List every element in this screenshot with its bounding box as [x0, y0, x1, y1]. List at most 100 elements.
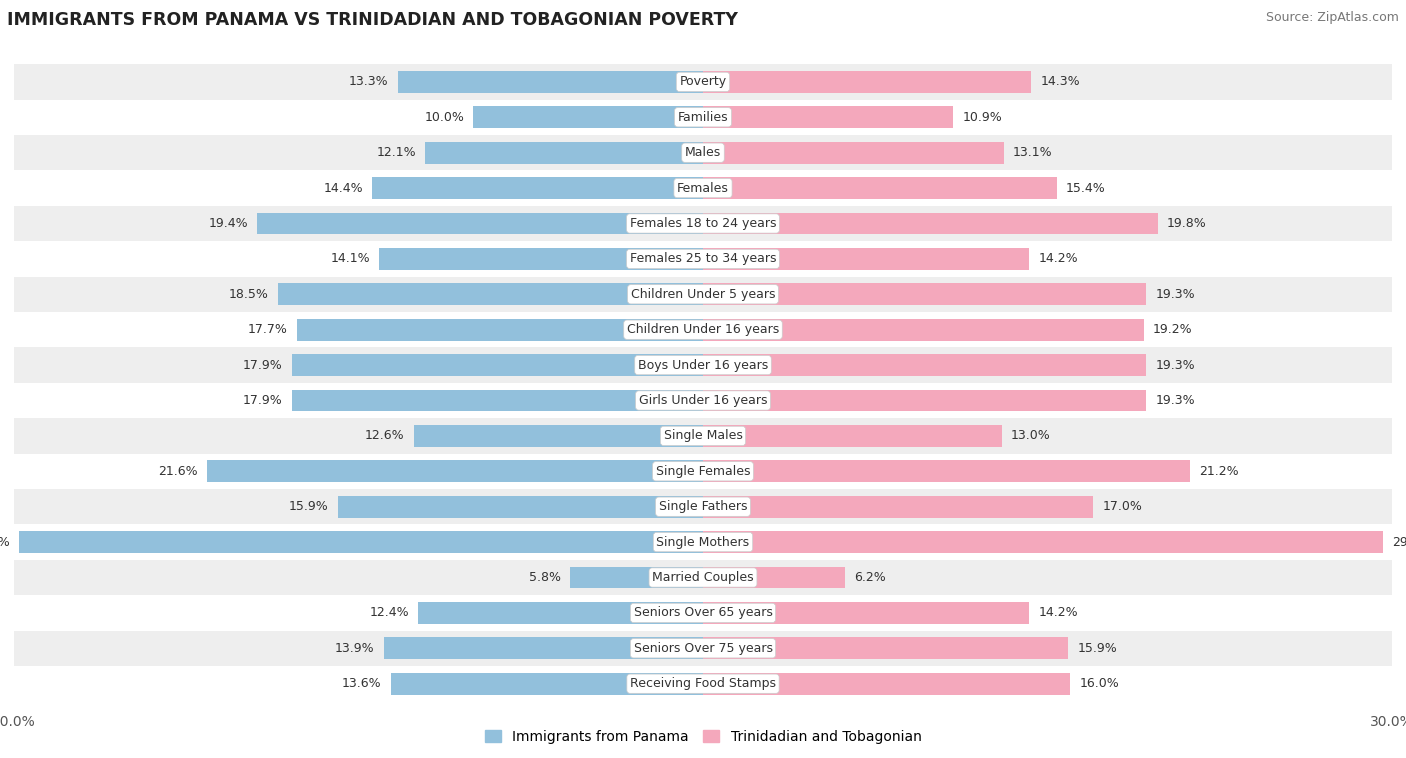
Text: Source: ZipAtlas.com: Source: ZipAtlas.com — [1265, 11, 1399, 24]
Bar — [703, 283, 1146, 305]
Text: 14.2%: 14.2% — [1038, 606, 1078, 619]
Bar — [703, 212, 1157, 234]
Text: 13.0%: 13.0% — [1011, 429, 1050, 443]
Bar — [703, 425, 1001, 447]
Bar — [703, 390, 1146, 412]
Text: Poverty: Poverty — [679, 75, 727, 89]
Text: 16.0%: 16.0% — [1080, 677, 1119, 691]
Bar — [398, 71, 703, 93]
Bar — [14, 99, 1392, 135]
Bar — [14, 241, 1392, 277]
Bar — [18, 531, 703, 553]
Text: 19.8%: 19.8% — [1167, 217, 1206, 230]
Text: 13.3%: 13.3% — [349, 75, 388, 89]
Bar — [14, 135, 1392, 171]
Text: Males: Males — [685, 146, 721, 159]
Bar — [703, 318, 1144, 340]
Text: Families: Families — [678, 111, 728, 124]
Text: Married Couples: Married Couples — [652, 571, 754, 584]
Text: Boys Under 16 years: Boys Under 16 years — [638, 359, 768, 371]
Bar — [703, 673, 1070, 694]
Text: 21.6%: 21.6% — [157, 465, 198, 478]
Bar — [703, 106, 953, 128]
Text: Children Under 16 years: Children Under 16 years — [627, 323, 779, 337]
Bar — [373, 177, 703, 199]
Bar — [14, 418, 1392, 453]
Text: 17.9%: 17.9% — [243, 359, 283, 371]
Bar — [384, 637, 703, 659]
Text: 14.1%: 14.1% — [330, 252, 370, 265]
Bar — [14, 277, 1392, 312]
Text: Females 18 to 24 years: Females 18 to 24 years — [630, 217, 776, 230]
Text: 17.7%: 17.7% — [247, 323, 287, 337]
Bar — [257, 212, 703, 234]
Text: Single Females: Single Females — [655, 465, 751, 478]
Bar — [703, 566, 845, 588]
Text: Single Mothers: Single Mothers — [657, 536, 749, 549]
Text: 14.4%: 14.4% — [323, 182, 363, 195]
Text: 12.4%: 12.4% — [370, 606, 409, 619]
Text: Seniors Over 65 years: Seniors Over 65 years — [634, 606, 772, 619]
Text: Females: Females — [678, 182, 728, 195]
Bar — [418, 602, 703, 624]
Bar — [425, 142, 703, 164]
Bar — [703, 354, 1146, 376]
Text: 15.9%: 15.9% — [1077, 642, 1118, 655]
Text: Single Males: Single Males — [664, 429, 742, 443]
Bar — [14, 560, 1392, 595]
Text: 17.9%: 17.9% — [243, 394, 283, 407]
Text: 19.3%: 19.3% — [1156, 288, 1195, 301]
Text: 19.3%: 19.3% — [1156, 359, 1195, 371]
Text: 13.6%: 13.6% — [342, 677, 381, 691]
Bar — [14, 453, 1392, 489]
Text: IMMIGRANTS FROM PANAMA VS TRINIDADIAN AND TOBAGONIAN POVERTY: IMMIGRANTS FROM PANAMA VS TRINIDADIAN AN… — [7, 11, 738, 30]
Bar — [474, 106, 703, 128]
Bar — [337, 496, 703, 518]
Text: Children Under 5 years: Children Under 5 years — [631, 288, 775, 301]
Bar — [703, 248, 1029, 270]
Bar — [14, 312, 1392, 347]
Bar — [703, 496, 1094, 518]
Bar — [14, 64, 1392, 99]
Text: 12.6%: 12.6% — [364, 429, 405, 443]
Text: 14.2%: 14.2% — [1038, 252, 1078, 265]
Text: 15.4%: 15.4% — [1066, 182, 1105, 195]
Bar — [278, 283, 703, 305]
Bar — [703, 637, 1069, 659]
Text: 29.6%: 29.6% — [1392, 536, 1406, 549]
Text: 19.2%: 19.2% — [1153, 323, 1192, 337]
Text: 17.0%: 17.0% — [1102, 500, 1143, 513]
Text: 19.3%: 19.3% — [1156, 394, 1195, 407]
Text: Receiving Food Stamps: Receiving Food Stamps — [630, 677, 776, 691]
Bar — [703, 602, 1029, 624]
Text: Girls Under 16 years: Girls Under 16 years — [638, 394, 768, 407]
Text: 21.2%: 21.2% — [1199, 465, 1239, 478]
Text: 10.9%: 10.9% — [963, 111, 1002, 124]
Text: 19.4%: 19.4% — [208, 217, 249, 230]
Bar — [292, 354, 703, 376]
Bar — [413, 425, 703, 447]
Bar — [703, 177, 1057, 199]
Text: 18.5%: 18.5% — [229, 288, 269, 301]
Bar — [14, 631, 1392, 666]
Text: 5.8%: 5.8% — [529, 571, 561, 584]
Text: 13.9%: 13.9% — [335, 642, 374, 655]
Bar — [292, 390, 703, 412]
Bar — [297, 318, 703, 340]
Text: 15.9%: 15.9% — [288, 500, 329, 513]
Bar — [14, 525, 1392, 560]
Text: 10.0%: 10.0% — [425, 111, 464, 124]
Bar — [14, 171, 1392, 205]
Bar — [703, 531, 1382, 553]
Bar — [391, 673, 703, 694]
Text: Females 25 to 34 years: Females 25 to 34 years — [630, 252, 776, 265]
Text: 14.3%: 14.3% — [1040, 75, 1080, 89]
Bar — [703, 460, 1189, 482]
Bar — [14, 489, 1392, 525]
Text: 13.1%: 13.1% — [1012, 146, 1053, 159]
Text: Single Fathers: Single Fathers — [659, 500, 747, 513]
Bar — [14, 666, 1392, 701]
Bar — [703, 71, 1032, 93]
Legend: Immigrants from Panama, Trinidadian and Tobagonian: Immigrants from Panama, Trinidadian and … — [479, 725, 927, 750]
Bar — [569, 566, 703, 588]
